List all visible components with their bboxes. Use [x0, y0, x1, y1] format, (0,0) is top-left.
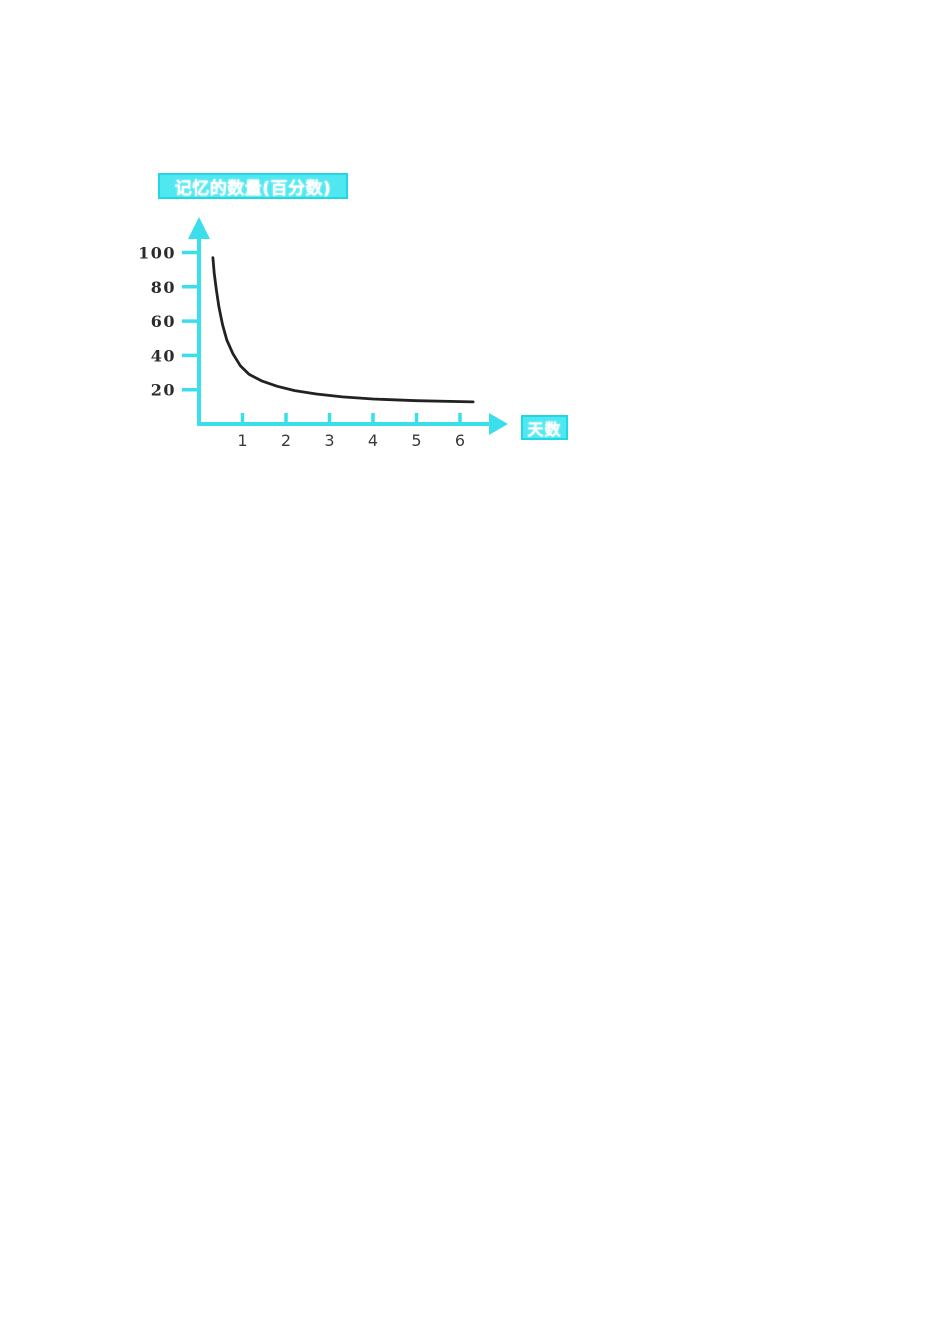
chart-canvas: 100 80 60 40 20 1 2 3 4 5 6: [140, 217, 508, 450]
memory-curve: [211, 256, 475, 404]
x-ticks: [240, 413, 462, 424]
svg-text:40: 40: [151, 346, 176, 365]
svg-text:3: 3: [324, 431, 334, 450]
y-ticks: [182, 250, 199, 392]
y-tick-labels: 100 80 60 40 20: [140, 244, 176, 400]
svg-text:4: 4: [368, 431, 378, 450]
chart-title-badge: 记忆的数量(百分数): [158, 173, 348, 199]
svg-text:6: 6: [455, 431, 465, 450]
x-tick-labels: 1 2 3 4 5 6: [237, 431, 465, 450]
x-axis-label: 天数: [527, 419, 562, 439]
y-axis: [188, 217, 210, 426]
svg-text:1: 1: [237, 431, 247, 450]
x-axis: [197, 413, 508, 435]
svg-text:100: 100: [140, 244, 176, 263]
chart-title: 记忆的数量(百分数): [174, 178, 332, 199]
x-axis-label-badge: 天数: [521, 415, 568, 440]
svg-text:80: 80: [151, 278, 176, 297]
svg-text:20: 20: [151, 381, 176, 400]
svg-text:2: 2: [281, 431, 291, 450]
svg-text:60: 60: [151, 312, 176, 331]
svg-text:5: 5: [411, 431, 421, 450]
